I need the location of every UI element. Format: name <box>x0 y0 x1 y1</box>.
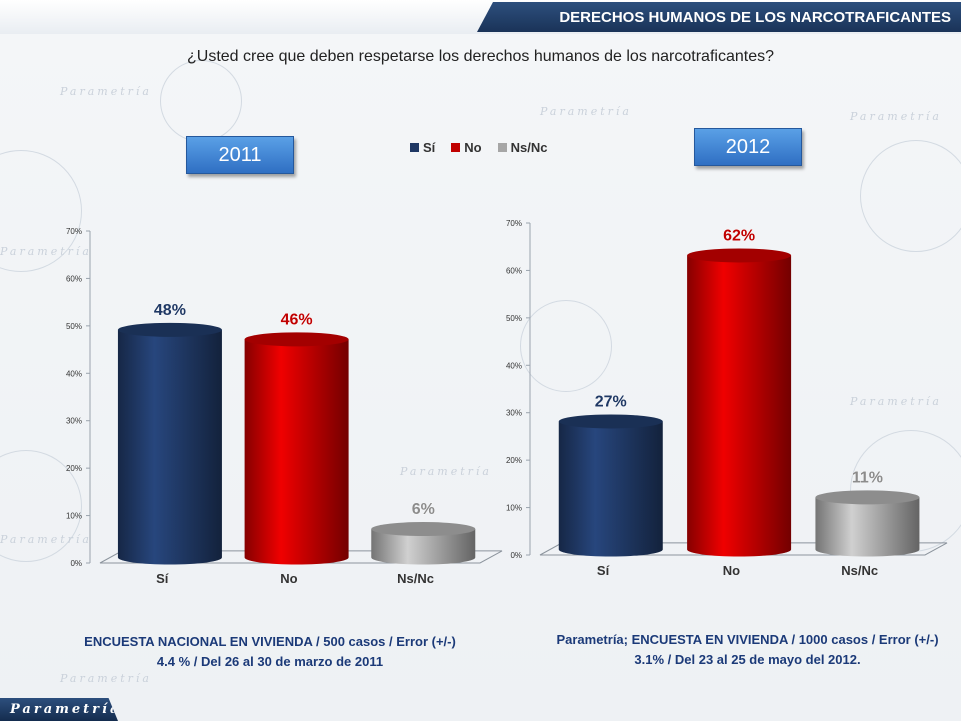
footnote-2011-line-1: ENCUESTA NACIONAL EN VIVIENDA / 500 caso… <box>84 634 456 649</box>
data-label: 46% <box>281 311 313 328</box>
y-tick-label: 10% <box>506 504 522 513</box>
bar <box>815 497 920 557</box>
page-title: DERECHOS HUMANOS DE LOS NARCOTRAFICANTES <box>477 2 961 32</box>
y-tick-label: 70% <box>506 219 522 228</box>
y-tick-label: 40% <box>66 369 82 378</box>
y-tick-label: 50% <box>66 322 82 331</box>
legend-item-si: Sí <box>410 140 435 155</box>
y-tick-label: 60% <box>506 266 522 275</box>
legend-item-nsnc: Ns/Nc <box>497 140 548 155</box>
survey-question: ¿Usted cree que deben respetarse los der… <box>186 48 774 65</box>
bar-chart-2012: 0% 10% 20% 30% 40% 50% 60% 70% 27% Sí 62% No 11% Ns/N… <box>506 219 948 578</box>
bar <box>244 339 349 565</box>
x-tick-label: Sí <box>597 563 610 578</box>
y-tick-label: 0% <box>510 551 522 560</box>
footnote-2011: ENCUESTA NACIONAL EN VIVIENDA / 500 caso… <box>40 632 500 672</box>
data-label: 6% <box>412 501 435 518</box>
x-tick-label: No <box>723 563 740 578</box>
footnote-2012-line-1: Parametría; ENCUESTA EN VIVIENDA / 1000 … <box>556 632 939 647</box>
bar-top <box>687 248 792 263</box>
data-label: 27% <box>595 393 627 410</box>
bar-chart-2011: 0% 10% 20% 30% 40% 50% 60% 70% 48% Sí 46% No 6% Ns/Nc <box>66 227 503 586</box>
bar-top <box>371 522 476 537</box>
y-tick-label: 0% <box>70 559 82 568</box>
y-tick-label: 70% <box>66 227 82 236</box>
x-tick-label: No <box>280 571 297 586</box>
bar-top <box>117 322 222 337</box>
y-tick-label: 50% <box>506 314 522 323</box>
y-tick-label: 20% <box>66 464 82 473</box>
bar <box>117 329 222 565</box>
legend-swatch-nsnc <box>497 143 507 152</box>
y-tick-label: 30% <box>66 417 82 426</box>
footnote-2011-line-2: 4.4 % / Del 26 al 30 de marzo de 2011 <box>156 654 384 669</box>
y-tick-label: 20% <box>506 456 522 465</box>
chart-floor <box>539 542 948 556</box>
legend-swatch-no <box>451 143 461 152</box>
footnote-2012-line-2: 3.1% / Del 23 al 25 de mayo del 2012. <box>634 652 861 667</box>
footnote-2012: Parametría; ENCUESTA EN VIVIENDA / 1000 … <box>515 630 961 670</box>
data-label: 48% <box>154 302 186 319</box>
chart-floor <box>99 550 503 564</box>
legend-item-no: No <box>451 140 482 155</box>
data-label: 11% <box>852 469 883 486</box>
y-tick-label: 60% <box>66 274 82 283</box>
y-tick-label: 10% <box>66 512 82 521</box>
brand-logo: Parametría <box>0 698 118 721</box>
bar <box>558 421 663 557</box>
bar-top <box>815 490 920 505</box>
header-bar: DERECHOS HUMANOS DE LOS NARCOTRAFICANTES <box>0 0 961 34</box>
x-tick-label: Ns/Nc <box>841 563 878 578</box>
x-tick-label: Sí <box>156 571 169 586</box>
x-tick-label: Ns/Nc <box>397 571 434 586</box>
legend-swatch-si <box>410 143 419 152</box>
year-badge-2011: 2011 <box>186 136 294 174</box>
y-tick-label: 40% <box>506 361 522 370</box>
bar-top <box>244 332 349 347</box>
year-badge-2012: 2012 <box>694 128 802 166</box>
data-label: 62% <box>723 227 755 244</box>
legend-label-no: No <box>464 140 482 155</box>
legend-label-si: Sí <box>423 140 436 155</box>
y-tick-label: 30% <box>506 409 522 418</box>
chart-legend: Sí No Ns/Nc <box>410 140 548 155</box>
bar <box>371 529 476 565</box>
bar <box>687 255 792 557</box>
legend-label-nsnc: Ns/Nc <box>510 140 548 155</box>
bar-top <box>558 414 663 429</box>
